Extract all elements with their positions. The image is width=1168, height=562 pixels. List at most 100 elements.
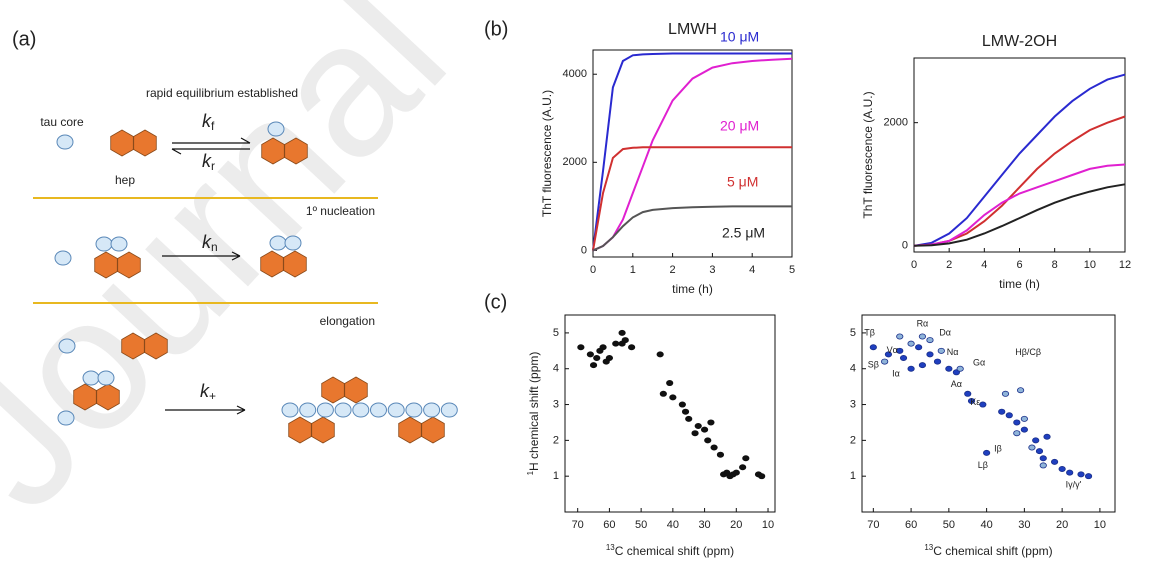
heparin-hexagon [283, 250, 307, 278]
peak [618, 340, 626, 347]
label-text: H chemical shift (ppm) [527, 352, 541, 471]
series-line [592, 146, 792, 251]
peak [659, 390, 667, 397]
x-tick-label: 2 [946, 259, 952, 271]
x-tick-label: 2 [670, 264, 676, 276]
peak [937, 347, 945, 354]
peak-annotation: Tβ [864, 327, 875, 337]
peak [881, 358, 889, 365]
peak [1077, 471, 1085, 478]
peak [933, 358, 942, 365]
peak [742, 455, 750, 462]
heparin-hexagon [321, 376, 345, 404]
peak [628, 344, 636, 351]
arrow [165, 405, 246, 415]
series-label: 2.5 μM [722, 225, 765, 241]
y-tick-label: 4000 [563, 68, 587, 80]
peak [998, 408, 1006, 415]
heparin-hexagon [96, 383, 120, 411]
y-tick-label: 3 [850, 398, 856, 410]
label-superscript: 1 [526, 470, 535, 475]
tau-monomer [387, 402, 405, 418]
peak-annotation: Sβ [868, 360, 879, 370]
peak [758, 473, 766, 480]
peak [896, 333, 904, 340]
peak-annotation: Iα [892, 368, 900, 378]
rate-subscript: r [211, 159, 215, 173]
peak [593, 354, 601, 361]
x-tick-label: 70 [867, 519, 879, 531]
y-axis-label: ThT fluorescence (A.U.) [861, 91, 875, 218]
x-tick-label: 70 [572, 519, 584, 531]
label-superscript: 13 [606, 543, 615, 552]
tau-monomer [423, 402, 441, 418]
peak [1013, 430, 1021, 437]
x-tick-label: 10 [1084, 259, 1096, 271]
y-tick-label: 2000 [884, 117, 908, 129]
peak [612, 340, 620, 347]
x-tick-label: 0 [911, 259, 917, 271]
y-tick-label: 2 [850, 434, 856, 446]
series-label: 5 μM [727, 174, 758, 190]
y-tick-label: 4 [850, 363, 856, 375]
heparin-hexagon [284, 137, 308, 165]
label-text: C chemical shift (ppm) [933, 544, 1052, 558]
peak [678, 401, 686, 408]
series-label: 20 μM [720, 118, 759, 134]
peak-annotation: Dα [939, 327, 951, 337]
rate-subscript: + [209, 389, 216, 403]
peak [926, 337, 934, 344]
tau-monomer [54, 250, 72, 266]
rate-constant: kf [202, 111, 215, 133]
watermark: Journal [0, 0, 485, 548]
series-line [913, 115, 1126, 247]
peak [691, 430, 699, 437]
x-tick-label: 20 [1056, 519, 1068, 531]
series-line [913, 183, 1126, 247]
series-line [913, 163, 1126, 247]
x-tick-label: 30 [698, 519, 710, 531]
peak-annotation: Iγ/γ' [1066, 480, 1082, 490]
peak [926, 351, 934, 358]
x-tick-label: 10 [1094, 519, 1106, 531]
peak [918, 362, 927, 369]
label-superscript: 13 [924, 543, 933, 552]
rate-subscript: n [211, 240, 218, 254]
label-text: C chemical shift (ppm) [615, 544, 734, 558]
tau-monomer [405, 402, 423, 418]
heparin-hexagon [117, 251, 141, 279]
peak [1020, 426, 1028, 433]
peak [669, 394, 677, 401]
peak-annotation: Vα [887, 345, 898, 355]
peak [1084, 473, 1093, 480]
peak-annotation: Rα [917, 318, 929, 328]
heparin-hexagon [288, 416, 312, 444]
peak [602, 358, 610, 365]
x-tick-label: 40 [667, 519, 679, 531]
peak [710, 444, 718, 451]
x-tick-label: 0 [590, 264, 596, 276]
y-tick-label: 0 [581, 244, 587, 256]
peak [918, 333, 927, 340]
y-tick-label: 5 [850, 327, 856, 339]
tau-monomer [57, 410, 75, 426]
reverse-arrow [171, 148, 250, 155]
tau-monomer [95, 236, 113, 252]
heparin-hexagon [398, 416, 422, 444]
peak-annotation: Lβ [978, 460, 988, 470]
chart-title: LMW-2OH [982, 33, 1057, 50]
x-tick-label: 4 [749, 264, 755, 276]
panel-label: (c) [484, 291, 507, 313]
peak [685, 415, 693, 422]
peak [577, 344, 585, 351]
tau-monomer [284, 235, 302, 251]
peak [1005, 412, 1013, 419]
peak [596, 347, 604, 354]
x-tick-label: 6 [1016, 259, 1022, 271]
peak [884, 351, 893, 358]
panel-label: (a) [12, 28, 36, 50]
y-tick-label: 1 [850, 470, 856, 482]
heparin-hexagon [110, 129, 134, 157]
y-tick-label: 4 [553, 363, 559, 375]
